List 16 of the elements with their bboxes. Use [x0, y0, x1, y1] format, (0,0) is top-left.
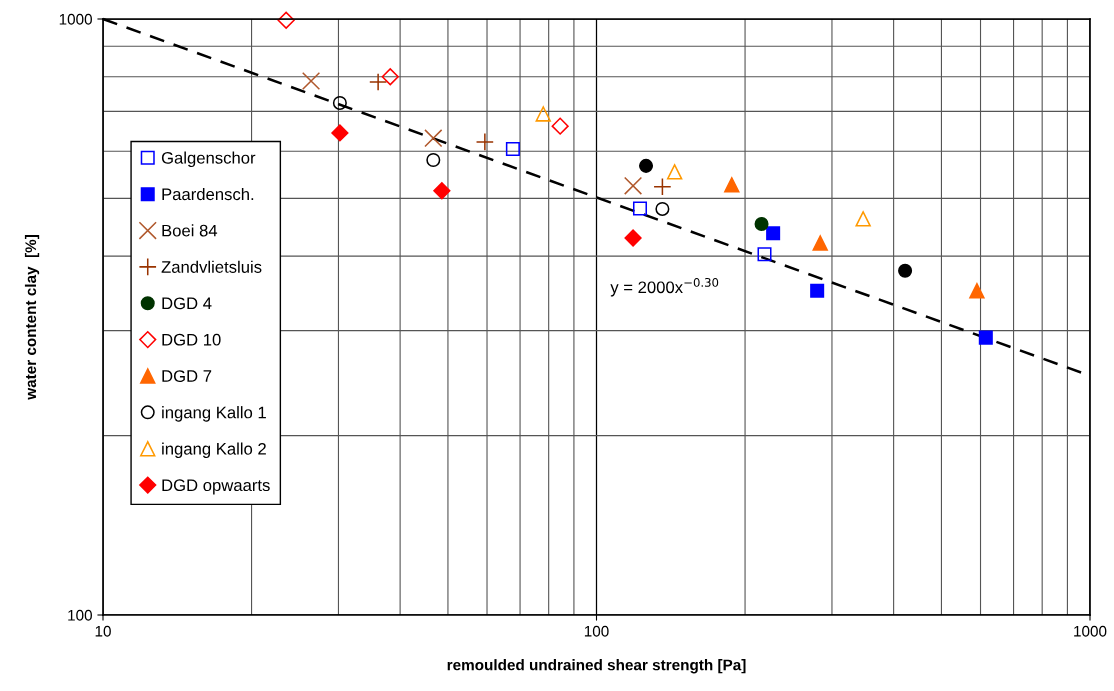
legend-label: DGD 4: [162, 297, 212, 310]
y-axis-title: water content clay [%]: [24, 235, 40, 400]
legend-label: DGD opwaarts: [162, 479, 270, 495]
legend-label: Boei 84: [162, 224, 218, 237]
x-tick-label: 100: [584, 625, 609, 637]
annotation: y = 2000x$^{−0.30}$: [610, 277, 719, 297]
x-tick-label: 10: [95, 625, 111, 637]
x-tick-label: 1000: [1074, 625, 1107, 637]
legend-label: DGD 10: [162, 333, 221, 346]
legend-label: ingang Kallo 1: [162, 406, 266, 422]
legend-label: DGD 7: [162, 370, 212, 382]
legend-label: Paardensch.: [162, 187, 254, 201]
legend-label: Galgenschor: [161, 151, 256, 168]
legend-label: ingang Kallo 2: [162, 442, 266, 459]
x-axis-title: remoulded undrained shear strength [Pa]: [447, 659, 746, 674]
legend-label: Zandvlietsluis: [161, 260, 262, 273]
